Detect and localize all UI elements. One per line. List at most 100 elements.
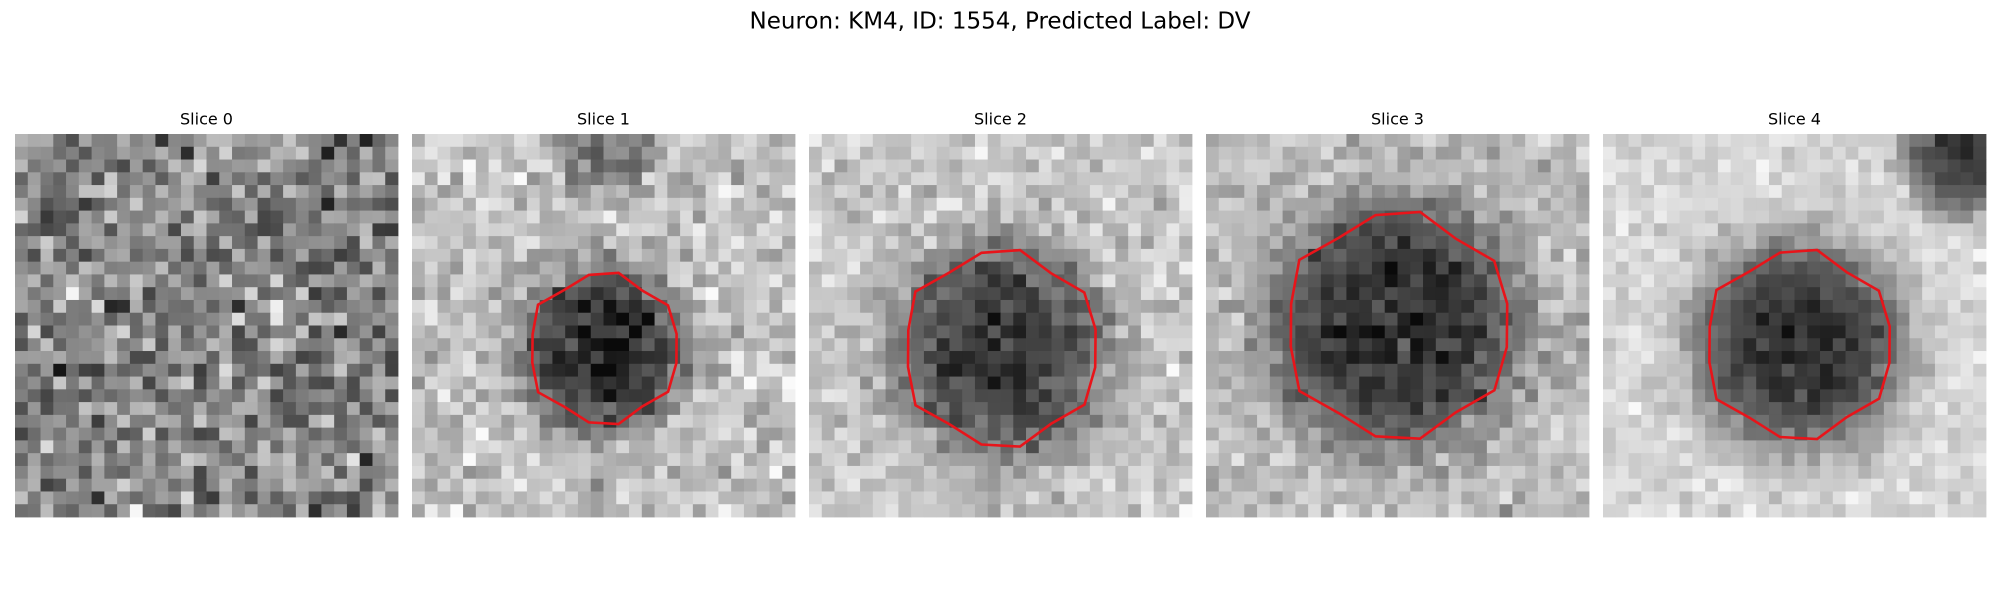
pixel	[219, 261, 233, 275]
pixel	[949, 210, 963, 224]
pixel	[1179, 351, 1193, 365]
pixel	[1153, 427, 1167, 441]
pixel	[1550, 236, 1564, 250]
pixel	[680, 465, 694, 480]
pixel	[1807, 363, 1821, 377]
pixel	[705, 299, 719, 314]
pixel	[1397, 478, 1411, 492]
pixel	[1973, 351, 1987, 365]
pixel	[1128, 146, 1142, 160]
pixel	[117, 453, 131, 467]
pixel	[731, 185, 745, 199]
pixel	[1282, 197, 1296, 211]
pixel	[667, 351, 681, 365]
pixel	[1218, 172, 1232, 186]
pixel	[692, 210, 707, 224]
pixel	[1435, 248, 1449, 263]
pixel	[1064, 465, 1078, 480]
pixel	[1679, 146, 1693, 160]
pixel	[1858, 325, 1872, 339]
pixel	[1102, 185, 1116, 199]
pixel	[769, 504, 783, 518]
pixel	[155, 185, 169, 199]
pixel	[244, 427, 258, 441]
pixel	[1423, 287, 1437, 301]
pixel	[155, 172, 169, 186]
pixel	[1295, 414, 1309, 429]
pixel	[1423, 172, 1437, 186]
pixel	[27, 312, 41, 326]
pixel	[219, 440, 233, 454]
pixel	[1730, 236, 1744, 250]
pixel	[1730, 312, 1744, 326]
pixel	[1295, 427, 1309, 441]
pixel	[1525, 159, 1539, 173]
pixel	[1832, 159, 1846, 173]
pixel	[463, 427, 477, 441]
pixel	[1730, 248, 1744, 263]
pixel	[1038, 287, 1052, 301]
pixel	[1973, 376, 1987, 390]
pixel	[1038, 236, 1052, 250]
pixel	[104, 172, 118, 186]
pixel	[437, 453, 451, 467]
pixel	[1679, 389, 1693, 403]
pixel	[514, 363, 528, 377]
pixel	[1563, 363, 1577, 377]
pixel	[1717, 223, 1732, 237]
pixel	[1628, 338, 1642, 352]
pixel	[1563, 274, 1577, 288]
pixel	[1960, 338, 1974, 352]
pixel	[1947, 363, 1961, 377]
pixel	[1435, 465, 1449, 480]
pixel	[821, 491, 835, 505]
pixel	[1038, 478, 1052, 492]
pixel	[1474, 325, 1488, 339]
pixel	[1550, 338, 1564, 352]
pixel	[654, 159, 668, 173]
pixel	[514, 440, 528, 454]
pixel	[539, 402, 553, 416]
pixel	[1218, 236, 1232, 250]
pixel	[565, 172, 579, 186]
pixel	[1026, 504, 1040, 518]
pixel	[1013, 236, 1027, 250]
pixel	[1346, 440, 1360, 454]
pixel	[1128, 351, 1142, 365]
pixel	[1896, 376, 1910, 390]
pixel	[78, 185, 92, 199]
pixel	[1692, 504, 1706, 518]
pixel	[731, 159, 745, 173]
pixel	[911, 351, 925, 365]
pixel	[1206, 223, 1220, 237]
pixel	[1038, 159, 1052, 173]
pixel	[1576, 299, 1590, 314]
pixel	[346, 210, 361, 224]
pixel	[1013, 185, 1027, 199]
pixel	[168, 223, 182, 237]
pixel	[27, 274, 41, 288]
pixel	[295, 172, 310, 186]
pixel	[565, 236, 579, 250]
pixel	[1371, 172, 1386, 186]
pixel	[104, 376, 118, 390]
pixel	[1435, 299, 1449, 314]
pixel	[501, 491, 515, 505]
pixel	[1448, 210, 1462, 224]
pixel	[603, 210, 617, 224]
pixel	[949, 172, 963, 186]
pixel	[1576, 185, 1590, 199]
pixel	[1922, 465, 1936, 480]
pixel	[756, 389, 770, 403]
pixel	[782, 210, 796, 224]
pixel	[193, 325, 207, 339]
pixel	[974, 185, 989, 199]
pixel	[809, 134, 823, 148]
pixel	[526, 465, 541, 480]
pixel	[155, 376, 169, 390]
pixel	[590, 261, 604, 275]
pixel	[1807, 261, 1821, 275]
pixel	[1089, 287, 1104, 301]
pixel	[66, 440, 80, 454]
pixel	[692, 197, 707, 211]
